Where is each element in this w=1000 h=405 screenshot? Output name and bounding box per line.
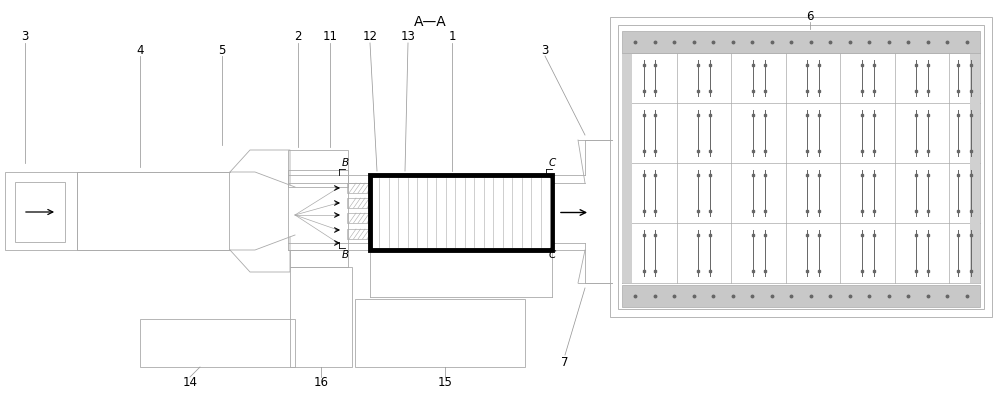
Bar	[370, 175, 552, 250]
Bar	[970, 163, 980, 223]
Bar	[622, 31, 980, 53]
Bar	[77, 172, 229, 250]
Text: 16: 16	[314, 377, 328, 390]
Bar	[15, 182, 65, 242]
Bar	[970, 223, 980, 283]
Bar	[622, 53, 632, 103]
Text: 14: 14	[182, 377, 198, 390]
Text: 13: 13	[401, 30, 415, 43]
Bar	[140, 319, 295, 367]
Bar	[347, 213, 369, 223]
Text: 12: 12	[362, 30, 378, 43]
Bar	[610, 17, 992, 317]
Bar	[970, 103, 980, 163]
Bar	[288, 170, 348, 250]
Text: 7: 7	[561, 356, 569, 369]
Text: 4: 4	[136, 43, 144, 57]
Text: 5: 5	[218, 43, 226, 57]
Bar	[347, 183, 369, 193]
Bar	[622, 103, 632, 163]
Text: 3: 3	[21, 30, 29, 43]
Text: 3: 3	[541, 43, 549, 57]
Text: C: C	[548, 158, 556, 168]
Text: 11: 11	[322, 30, 338, 43]
Bar	[288, 150, 348, 187]
Text: C: C	[548, 250, 556, 260]
Text: B: B	[341, 250, 349, 260]
Bar	[290, 267, 352, 367]
Text: 6: 6	[806, 11, 814, 23]
Bar	[622, 223, 632, 283]
Bar	[5, 172, 77, 250]
Text: 15: 15	[438, 377, 452, 390]
Text: A—A: A—A	[414, 15, 446, 29]
Text: B: B	[341, 158, 349, 168]
Bar	[622, 285, 980, 307]
Bar	[355, 299, 525, 367]
Bar	[347, 229, 369, 239]
Bar	[622, 163, 632, 223]
Text: 1: 1	[448, 30, 456, 43]
Bar	[618, 25, 984, 309]
Bar	[347, 198, 369, 208]
Bar	[970, 53, 980, 103]
Text: 2: 2	[294, 30, 302, 43]
